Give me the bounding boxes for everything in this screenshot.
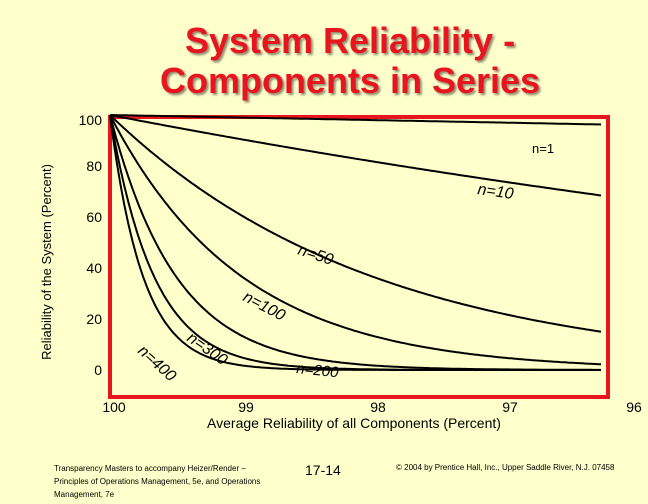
series-label-n-200: n=200	[296, 360, 340, 381]
plot-frame-group	[108, 115, 610, 399]
series-line-n-400	[109, 114, 601, 371]
y-tick-label: 40	[86, 260, 102, 276]
y-axis-label: Reliability of the System (Percent)	[39, 164, 54, 360]
y-tick-label: 60	[86, 209, 102, 225]
series-label-n-50: n=50	[296, 242, 336, 269]
slide-title-line-1: System Reliability -	[184, 20, 516, 61]
series-line-n-10	[109, 114, 602, 197]
y-tick-labels: 100 80 60 40 20 0	[79, 112, 103, 378]
x-tick-label: 99	[238, 399, 254, 415]
series-line-n-100	[109, 114, 601, 366]
series-label-n-1: n=1	[532, 141, 554, 156]
x-tick-label: 98	[370, 399, 386, 415]
page-number: 17-14	[305, 462, 341, 478]
y-tick-label: 80	[86, 158, 102, 174]
series-label-n-400: n=400	[134, 342, 179, 385]
y-tick-label: 20	[86, 311, 102, 327]
plot-frame	[108, 115, 610, 399]
x-tick-label: 100	[102, 399, 126, 415]
x-tick-labels: 100 99 98 97 96	[102, 399, 642, 415]
series-line-n-50	[109, 114, 602, 333]
x-axis-label: Average Reliability of all Components (P…	[207, 415, 501, 431]
x-tick-label: 96	[626, 399, 642, 415]
series-line-n-1	[110, 114, 602, 126]
series-label-n-100: n=100	[240, 289, 288, 325]
x-tick-label: 97	[502, 399, 518, 415]
series-curves	[109, 114, 602, 371]
y-tick-label: 0	[94, 362, 102, 378]
y-tick-label: 100	[79, 112, 103, 128]
footer-copyright: © 2004 by Prentice Hall, Inc., Upper Sad…	[396, 463, 615, 472]
slide-title-line-2: Components in Series	[159, 60, 541, 101]
footer-credit: Transparency Masters to accompany Heizer…	[54, 464, 261, 499]
series-label-n-10: n=10	[476, 181, 514, 203]
